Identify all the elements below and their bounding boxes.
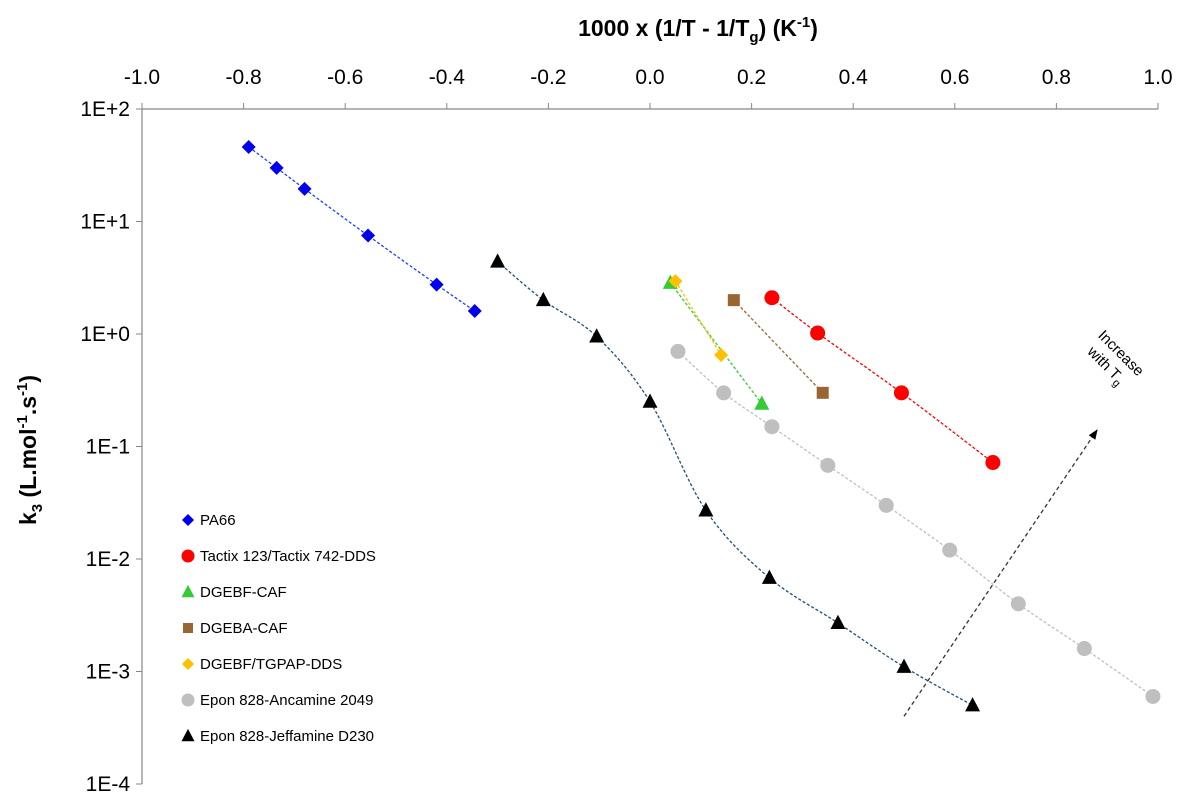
y-tick-label: 1E-1 xyxy=(86,436,130,459)
legend-item: PA66 xyxy=(182,512,236,529)
x-tick-label: 0.8 xyxy=(1042,66,1071,89)
series-line xyxy=(733,299,824,394)
data-point xyxy=(764,290,780,306)
series-epon-828-jeffamine-d230 xyxy=(490,253,981,712)
data-point xyxy=(1076,641,1092,657)
x-tick-label: -0.8 xyxy=(226,66,262,89)
series-tactix-123-tactix-742-dds xyxy=(764,290,1001,471)
data-point xyxy=(942,542,958,558)
axes-group: -1.0 -0.8 -0.6 -0.4 -0.2 0.0 0.2 0.4 0.6 0.8 1.0 1E… xyxy=(80,66,1172,796)
series-pa66 xyxy=(241,139,482,319)
data-point xyxy=(490,253,506,268)
y-tick-label: 1E-2 xyxy=(86,548,130,571)
x-tick-label: 0.4 xyxy=(839,66,869,89)
legend-item: DGEBF/TGPAP-DDS xyxy=(182,656,342,673)
legend-label: DGEBF-CAF xyxy=(200,584,287,601)
y-tick-label: 1E-4 xyxy=(86,773,131,796)
x-tick-label: -0.6 xyxy=(327,66,363,89)
series-line xyxy=(674,280,722,356)
legend-marker xyxy=(182,514,194,526)
data-point xyxy=(668,274,683,289)
data-point xyxy=(878,497,894,513)
data-point xyxy=(467,304,482,319)
legend-item: Tactix 123/Tactix 742-DDS xyxy=(181,548,376,565)
legend-marker xyxy=(181,693,195,707)
data-point xyxy=(714,348,729,363)
series-line xyxy=(497,261,973,706)
series-dgebf-tgpap-dds xyxy=(668,274,729,363)
legend-label: PA66 xyxy=(200,512,236,529)
increase-arrow xyxy=(903,429,1098,717)
annotation-layer: Increase with Tg xyxy=(903,327,1150,717)
x-tick-label: -1.0 xyxy=(124,66,160,89)
data-point xyxy=(642,393,658,408)
data-point xyxy=(727,294,740,307)
data-point xyxy=(1145,688,1161,704)
data-point xyxy=(535,291,551,307)
legend-label: Epon 828-Jeffamine D230 xyxy=(200,728,374,745)
data-point xyxy=(361,228,376,243)
series-line xyxy=(677,350,1154,697)
series-line xyxy=(669,282,763,405)
data-point xyxy=(269,160,284,175)
data-point xyxy=(716,385,732,401)
y-tick-label: 1E-3 xyxy=(86,661,130,684)
data-point xyxy=(589,328,605,343)
series-dgebf-caf xyxy=(662,274,770,410)
increase-annotation: Increase with Tg xyxy=(1079,327,1150,398)
legend-item: DGEBA-CAF xyxy=(183,620,288,637)
data-point xyxy=(810,325,826,341)
data-point xyxy=(1010,596,1026,612)
x-tick-label: 1.0 xyxy=(1143,66,1172,89)
data-point xyxy=(754,395,770,410)
y-axis-title: k3 (L.mol-1.s-1) xyxy=(14,375,46,525)
data-point xyxy=(893,385,909,401)
legend-label: DGEBF/TGPAP-DDS xyxy=(200,656,342,673)
legend-label: DGEBA-CAF xyxy=(200,620,288,637)
legend-item: Epon 828-Jeffamine D230 xyxy=(181,728,374,745)
legend-marker xyxy=(181,549,195,563)
x-tick-label: -0.4 xyxy=(429,66,466,89)
data-point xyxy=(670,343,686,359)
x-tick-label: 0.0 xyxy=(635,66,664,89)
data-point xyxy=(820,457,836,473)
legend-item: Epon 828-Ancamine 2049 xyxy=(181,692,373,709)
series-dgeba-caf xyxy=(727,294,829,399)
legend-label: Epon 828-Ancamine 2049 xyxy=(200,692,373,709)
data-point xyxy=(764,419,780,435)
data-point xyxy=(816,386,829,399)
data-point xyxy=(429,277,444,292)
x-tick-label: 0.6 xyxy=(940,66,969,89)
x-tick-label: 0.2 xyxy=(737,66,766,89)
legend-item: DGEBF-CAF xyxy=(181,584,287,601)
x-axis-title: 1000 x (1/T - 1/Tg) (K-1) xyxy=(578,14,818,46)
data-point xyxy=(965,697,981,712)
data-point xyxy=(830,614,846,629)
data-point xyxy=(896,658,912,673)
legend-marker xyxy=(181,584,195,598)
series-line xyxy=(248,146,476,312)
legend-marker xyxy=(183,623,193,633)
legend-marker xyxy=(181,728,195,742)
y-tick-label: 1E+1 xyxy=(80,211,130,234)
data-point xyxy=(698,502,714,517)
series-line xyxy=(771,297,994,464)
y-tick-label: 1E+0 xyxy=(80,323,130,346)
y-tick-label: 1E+2 xyxy=(80,98,130,121)
data-point xyxy=(241,139,256,154)
series-epon-828-ancamine-2049 xyxy=(670,343,1161,704)
legend-marker xyxy=(182,658,194,670)
data-point xyxy=(985,455,1001,471)
legend: PA66 Tactix 123/Tactix 742-DDS DGEBF-CAF DG… xyxy=(181,512,376,745)
legend-label: Tactix 123/Tactix 742-DDS xyxy=(200,548,376,565)
data-point xyxy=(297,181,312,196)
x-tick-label: -0.2 xyxy=(530,66,566,89)
data-point xyxy=(761,569,777,584)
series-layer xyxy=(241,139,1161,712)
